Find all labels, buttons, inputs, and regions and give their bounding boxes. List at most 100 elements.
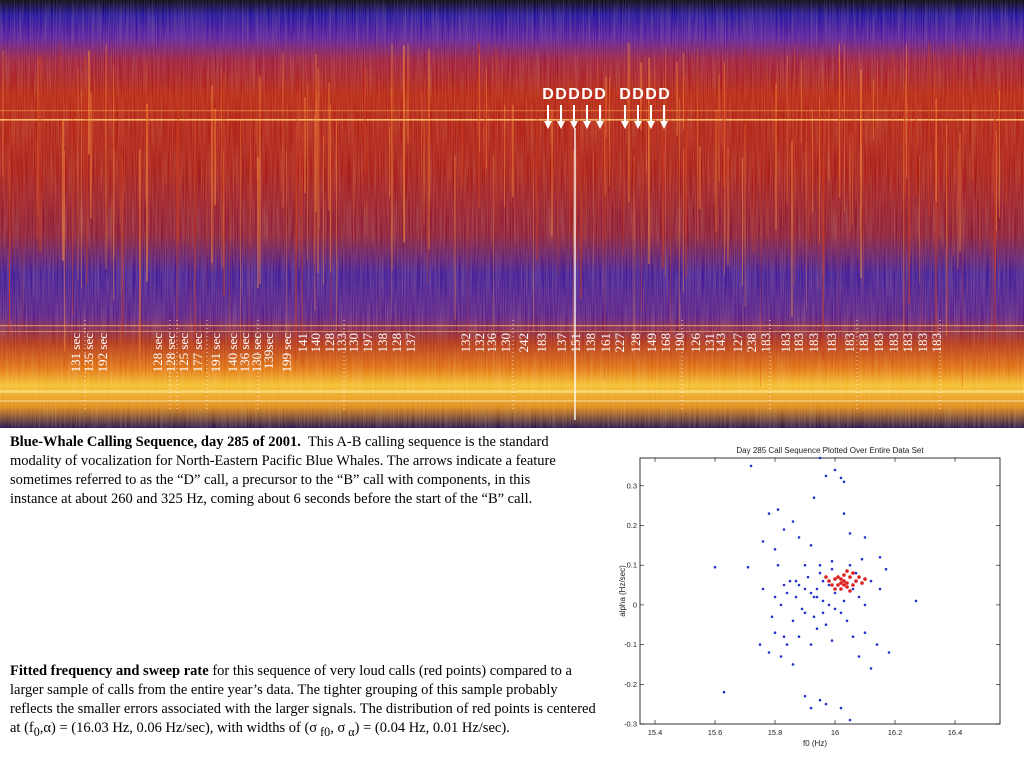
plot-frame: [639, 457, 1001, 725]
call-interval-label: 128: [628, 333, 643, 353]
blue-data-point: [830, 639, 834, 642]
blue-data-point: [851, 635, 855, 638]
blue-data-point: [839, 476, 843, 480]
blue-data-point: [818, 571, 822, 575]
d-call-arrowhead: [583, 121, 591, 129]
chart-title: Day 285 Call Sequence Plotted Over Entir…: [736, 446, 924, 455]
blue-data-point: [824, 702, 828, 706]
call-interval-label: 133: [334, 333, 349, 353]
y-tick-label: -0.1: [624, 640, 637, 649]
d-call-marker: D: [581, 86, 593, 103]
caption-sub-f0: 0: [33, 724, 40, 739]
blue-data-point: [833, 468, 837, 472]
call-interval-label: 130: [498, 333, 513, 353]
call-interval-label: 128 sec: [163, 333, 178, 373]
y-axis-label: alpha (Hz/sec): [618, 565, 627, 617]
call-interval-label: 183: [856, 333, 871, 353]
red-data-point: [860, 581, 864, 585]
blue-data-point: [776, 563, 780, 567]
call-interval-label: 190: [672, 333, 687, 353]
red-data-point: [839, 577, 843, 581]
call-interval-label: 238: [744, 333, 759, 353]
red-data-point: [857, 575, 861, 579]
d-call-marker: D: [658, 86, 670, 103]
x-tick-label: 15.6: [708, 728, 723, 737]
d-call-marker: D: [645, 86, 657, 103]
blue-data-point: [860, 557, 864, 561]
blue-data-point: [848, 532, 852, 535]
blue-data-point: [863, 603, 867, 607]
blue-data-point: [854, 571, 858, 575]
blue-data-point: [758, 643, 762, 646]
blue-data-point: [821, 579, 825, 583]
call-interval-label: 177 sec: [190, 333, 205, 373]
blue-data-point: [761, 587, 765, 591]
call-interval-label: 242: [516, 333, 531, 353]
red-data-point: [842, 573, 846, 577]
call-interval-label: 131 sec: [68, 333, 83, 373]
blue-data-point: [797, 583, 801, 587]
caption-scatter-text-c: , σ: [330, 720, 346, 736]
y-tick-label: 0.3: [627, 481, 637, 490]
blue-data-point: [833, 607, 837, 611]
red-data-point: [851, 571, 855, 575]
blue-data-point: [869, 579, 873, 583]
call-interval-label: 183: [758, 333, 773, 353]
blue-data-point: [821, 611, 825, 615]
blue-data-point: [827, 603, 831, 607]
blue-data-point: [818, 563, 822, 567]
blue-data-point: [779, 603, 783, 607]
blue-data-point: [782, 583, 786, 587]
blue-data-point: [878, 587, 882, 591]
d-call-marker: D: [542, 86, 554, 103]
blue-data-point: [833, 591, 837, 595]
red-data-point: [836, 583, 840, 587]
red-data-point: [848, 575, 852, 579]
red-data-point: [842, 579, 846, 583]
call-interval-label: 140 sec: [225, 333, 240, 373]
red-data-point: [842, 583, 846, 587]
blue-data-point: [788, 579, 792, 583]
call-interval-label: 183: [915, 333, 930, 353]
call-interval-label: 183: [886, 333, 901, 353]
blue-data-point: [812, 615, 816, 619]
x-tick-label: 16: [831, 728, 839, 737]
call-interval-label: 137: [554, 333, 569, 353]
call-interval-label: 183: [534, 333, 549, 353]
blue-data-point: [842, 480, 846, 484]
blue-data-point: [869, 667, 873, 670]
blue-data-point: [791, 520, 795, 523]
call-interval-label: 183: [842, 333, 857, 353]
blue-data-point: [803, 694, 807, 698]
scatter-plot: Day 285 Call Sequence Plotted Over Entir…: [610, 438, 1010, 768]
call-interval-label: 141: [295, 333, 310, 353]
blue-data-point: [824, 474, 828, 478]
red-data-point: [845, 581, 849, 585]
red-data-point: [839, 581, 843, 585]
blue-data-point: [815, 627, 819, 630]
blue-data-point: [839, 611, 843, 615]
blue-data-point: [782, 635, 786, 638]
red-data-point: [854, 579, 858, 583]
blue-data-point: [809, 643, 813, 646]
call-interval-label: 183: [871, 333, 886, 353]
call-interval-label: 132: [458, 333, 473, 353]
red-data-point: [836, 575, 840, 579]
d-call-marker: D: [568, 86, 580, 103]
blue-data-point: [803, 587, 807, 591]
call-interval-label: 191 sec: [208, 333, 223, 373]
d-call-arrowhead: [557, 121, 565, 129]
blue-data-point: [803, 563, 807, 567]
blue-data-point: [809, 544, 813, 547]
x-axis-label: f0 (Hz): [803, 739, 827, 748]
caption-scatter-text-b: ,α) = (16.03 Hz, 0.06 Hz/sec), with widt…: [39, 720, 318, 736]
d-call-arrowhead: [647, 121, 655, 129]
call-interval-label: 131: [702, 333, 717, 353]
blue-data-point: [815, 595, 819, 599]
red-data-point: [863, 577, 867, 581]
call-interval-label: 143: [713, 333, 728, 353]
blue-data-point: [767, 651, 771, 654]
blue-data-point: [782, 528, 786, 531]
blue-data-point: [722, 690, 726, 694]
